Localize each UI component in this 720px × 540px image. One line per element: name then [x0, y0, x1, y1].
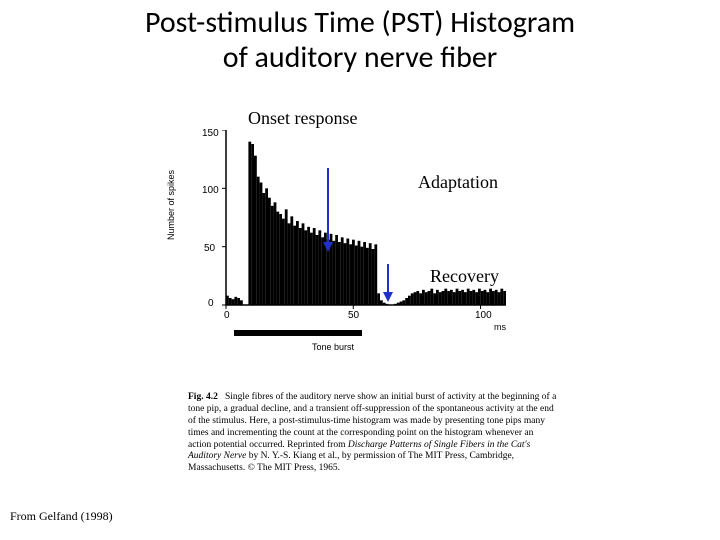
annotation-onset: Onset response: [248, 108, 357, 129]
recovery-arrow: [376, 262, 406, 306]
tone-burst-bar: [234, 330, 362, 336]
adaptation-arrow: [316, 166, 346, 256]
caption-fignum: Fig. 4.2: [188, 392, 218, 402]
figure-caption: Fig. 4.2 Single fibres of the auditory n…: [188, 392, 558, 475]
title-line2: of auditory nerve fiber: [223, 39, 498, 76]
title-line1: Post-stimulus Time (PST) Histogram: [145, 4, 575, 41]
histogram-svg: [200, 130, 520, 330]
page-title: Post-stimulus Time (PST) Histogram of au…: [0, 0, 720, 75]
source-text: From Gelfand (1998): [10, 509, 113, 524]
tone-burst-label: Tone burst: [312, 342, 354, 352]
y-axis-label: Number of spikes: [166, 170, 176, 240]
pst-histogram: Number of spikes 0 50 100 150 0 50 100 m…: [200, 130, 540, 360]
